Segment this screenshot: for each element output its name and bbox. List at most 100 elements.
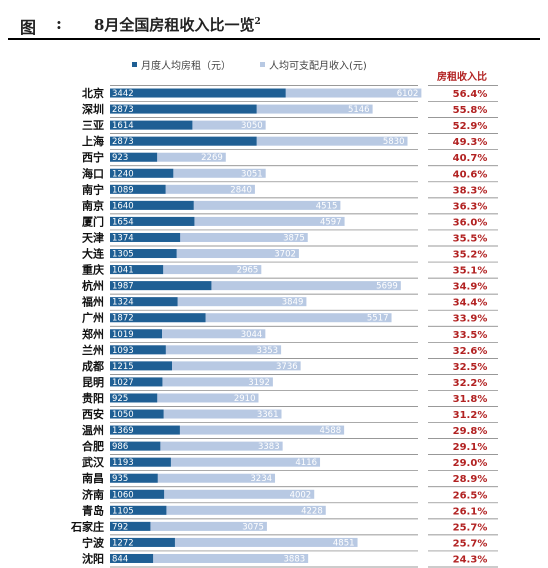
rent-bar — [110, 200, 194, 210]
rent-value-label: 792 — [112, 522, 128, 532]
income-value-label: 4002 — [290, 490, 312, 500]
rent-bar — [110, 136, 257, 146]
ratio-value-label: 29.1% — [453, 442, 488, 453]
income-bar — [110, 232, 308, 242]
rent-value-label: 1324 — [112, 298, 134, 308]
rent-value-label: 1105 — [112, 506, 134, 516]
chart-title-footnote: 2 — [254, 17, 261, 27]
income-bar — [110, 249, 299, 259]
legend-item-income: 人均可支配月收入(元) — [260, 57, 367, 72]
rent-value-label: 3442 — [112, 89, 134, 99]
rent-value-label: 986 — [112, 442, 128, 452]
ratio-value-label: 32.6% — [453, 346, 488, 357]
rent-bar — [110, 88, 286, 98]
rent-bar — [110, 249, 177, 259]
income-bar — [110, 345, 282, 355]
rent-bar — [110, 216, 195, 226]
rent-value-label: 1374 — [112, 233, 134, 243]
ratio-value-label: 40.6% — [453, 169, 488, 180]
ratio-value-label: 35.2% — [453, 250, 488, 261]
income-value-label: 3875 — [283, 233, 305, 243]
rent-value-label: 1272 — [112, 538, 134, 548]
rent-bar — [110, 537, 175, 547]
ratio-value-label: 26.5% — [453, 490, 488, 501]
ratio-value-label: 34.9% — [453, 282, 488, 293]
rent-value-label: 1369 — [112, 426, 134, 436]
city-label: 温州 — [82, 423, 104, 437]
city-label: 海口 — [82, 166, 104, 180]
income-value-label: 3050 — [241, 121, 263, 131]
income-bar — [110, 505, 326, 515]
income-bar — [110, 393, 259, 403]
rent-value-label: 1215 — [112, 362, 134, 372]
city-label: 上海 — [82, 134, 104, 148]
income-bar — [110, 473, 276, 483]
ratio-value-label: 36.3% — [453, 201, 488, 212]
rent-bar — [110, 521, 151, 531]
income-value-label: 3383 — [258, 442, 280, 452]
income-bar — [110, 152, 226, 162]
income-bar — [110, 521, 267, 531]
ratio-value-label: 52.9% — [453, 121, 488, 132]
city-label: 西安 — [82, 407, 104, 421]
rent-bar — [110, 265, 164, 275]
income-value-label: 3361 — [257, 410, 279, 420]
income-bar — [110, 457, 321, 467]
income-bar — [110, 184, 255, 194]
rent-bar — [110, 473, 158, 483]
income-value-label: 3849 — [282, 298, 304, 308]
income-value-label: 4851 — [333, 538, 355, 548]
ratio-value-label: 24.3% — [453, 554, 488, 565]
ratio-value-label: 35.1% — [453, 266, 488, 277]
city-label: 南京 — [82, 198, 104, 212]
ratio-value-label: 49.3% — [453, 137, 488, 148]
rent-value-label: 1041 — [112, 266, 134, 276]
city-label: 宁波 — [82, 535, 105, 549]
ratio-value-label: 34.4% — [453, 298, 488, 309]
income-value-label: 4515 — [316, 201, 338, 211]
chart-title-text: 8月全国房租收入比一览 — [94, 16, 255, 34]
ratio-value-label: 40.7% — [453, 153, 488, 164]
income-value-label: 5146 — [348, 105, 370, 115]
rent-bar — [110, 168, 174, 178]
city-label: 厦门 — [82, 214, 104, 228]
income-value-label: 4116 — [295, 458, 317, 468]
income-bar — [110, 200, 341, 210]
rent-value-label: 923 — [112, 153, 128, 163]
city-label: 贵阳 — [82, 391, 104, 405]
chart-title: 8月全国房租收入比一览2 — [94, 14, 261, 35]
city-label: 石家庄 — [70, 519, 104, 533]
income-bar — [110, 168, 266, 178]
rent-bar — [110, 377, 163, 387]
rent-value-label: 1305 — [112, 250, 134, 260]
rent-value-label: 2873 — [112, 137, 134, 147]
city-label: 沈阳 — [82, 551, 104, 565]
income-value-label: 5830 — [383, 137, 405, 147]
rent-value-label: 1089 — [112, 185, 134, 195]
city-label: 三亚 — [82, 119, 104, 132]
rent-value-label: 1193 — [112, 458, 134, 468]
income-bar — [110, 216, 345, 226]
ratio-value-label: 56.4% — [453, 89, 488, 100]
figure-header: 图 : 8月全国房租收入比一览2 — [8, 6, 540, 40]
income-bar — [110, 537, 358, 547]
figure-colon: : — [56, 14, 62, 33]
figure-label: 图 — [20, 18, 39, 37]
income-value-label: 3736 — [276, 362, 298, 372]
rent-value-label: 1987 — [112, 282, 134, 292]
rent-value-label: 1240 — [112, 169, 134, 179]
income-bar — [110, 361, 301, 371]
income-value-label: 2269 — [201, 153, 223, 163]
rent-bar — [110, 457, 171, 467]
income-bar — [110, 329, 266, 339]
income-bar — [110, 136, 408, 146]
income-value-label: 6102 — [397, 89, 419, 99]
rent-bar — [110, 184, 166, 194]
rent-value-label: 1050 — [112, 410, 134, 420]
rent-bar — [110, 425, 180, 435]
city-label: 重庆 — [82, 263, 104, 277]
ratio-value-label: 33.5% — [453, 330, 488, 341]
ratio-value-label: 36.0% — [453, 217, 488, 228]
rent-bar — [110, 329, 162, 339]
rent-value-label: 1654 — [112, 217, 134, 227]
